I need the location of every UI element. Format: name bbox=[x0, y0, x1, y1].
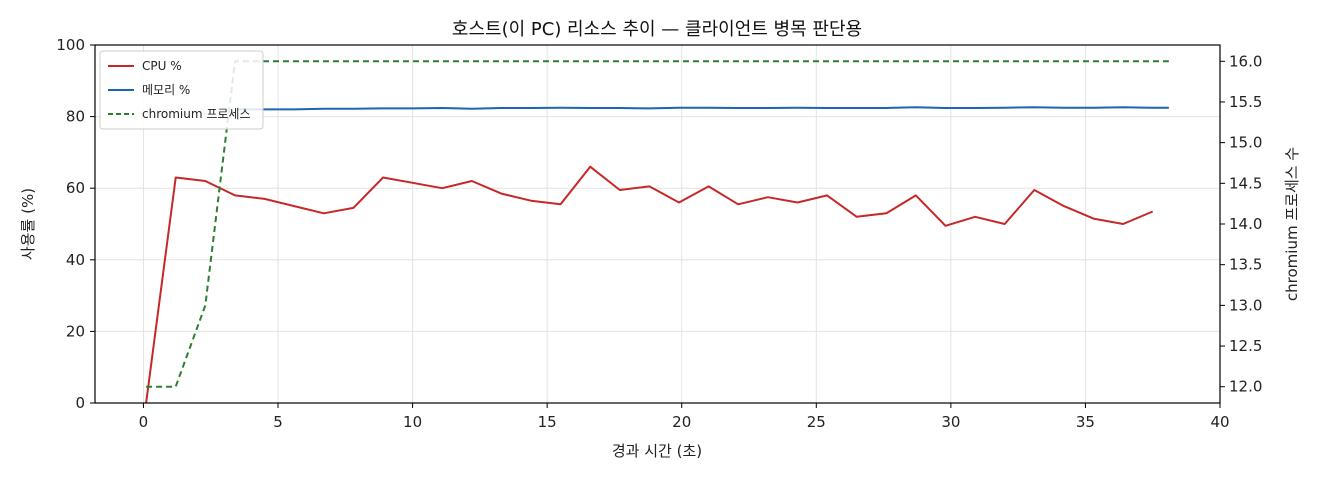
y2-tick-label: 14.0 bbox=[1229, 215, 1262, 233]
x-tick-label: 25 bbox=[807, 413, 826, 431]
y2-tick-label: 15.5 bbox=[1229, 93, 1262, 111]
series-line-0 bbox=[145, 165, 1154, 404]
x-tick-label: 0 bbox=[139, 413, 149, 431]
y2-tick-label: 15.0 bbox=[1229, 134, 1262, 152]
x-tick-label: 20 bbox=[672, 413, 691, 431]
y-tick-label: 20 bbox=[66, 322, 85, 340]
x-tick-label: 15 bbox=[538, 413, 557, 431]
grid bbox=[95, 44, 1221, 404]
y-axis-label: 사용률 (%) bbox=[19, 188, 37, 260]
legend-box bbox=[99, 50, 264, 130]
y2-axis-ticks: 12.0 12.5 13.0 13.5 14.0 14.5 15.0 15.5 16.0 bbox=[1220, 52, 1262, 396]
legend-label-0: CPU % bbox=[142, 59, 182, 73]
y2-tick-label: 16.0 bbox=[1229, 52, 1262, 70]
x-tick-label: 35 bbox=[1076, 413, 1095, 431]
y2-tick-label: 13.5 bbox=[1229, 256, 1262, 274]
legend-label-1: 메모리 % bbox=[142, 83, 190, 97]
legend: CPU % 메모리 % chromium 프로세스 bbox=[99, 50, 264, 130]
series-layer bbox=[145, 60, 1169, 404]
plot-frame bbox=[94, 44, 1221, 404]
x-tick-label: 10 bbox=[403, 413, 422, 431]
y2-tick-label: 13.0 bbox=[1229, 296, 1262, 314]
x-axis-ticks: 0 5 10 15 20 25 30 35 40 bbox=[139, 403, 1230, 431]
y2-tick-label: 14.5 bbox=[1229, 174, 1262, 192]
y-tick-label: 60 bbox=[66, 179, 85, 197]
series-line-2 bbox=[146, 60, 1169, 388]
y-axis-ticks: 0 20 40 60 80 100 bbox=[56, 36, 95, 412]
y-tick-label: 80 bbox=[66, 108, 85, 126]
y-tick-label: 40 bbox=[66, 251, 85, 269]
chart-title: 호스트(이 PC) 리소스 추이 — 클라이언트 병목 판단용 bbox=[452, 19, 862, 40]
x-tick-label: 30 bbox=[941, 413, 960, 431]
x-tick-label: 40 bbox=[1210, 413, 1229, 431]
legend-label-2: chromium 프로세스 bbox=[142, 107, 251, 121]
series-line-1 bbox=[235, 106, 1169, 111]
y-tick-label: 100 bbox=[56, 36, 85, 54]
x-tick-label: 5 bbox=[273, 413, 283, 431]
y-tick-label: 0 bbox=[75, 394, 85, 412]
y2-tick-label: 12.0 bbox=[1229, 378, 1262, 396]
x-axis-label: 경과 시간 (초) bbox=[612, 442, 702, 460]
y2-axis-label: chromium 프로세스 수 bbox=[1283, 147, 1301, 301]
y2-tick-label: 12.5 bbox=[1229, 337, 1262, 355]
